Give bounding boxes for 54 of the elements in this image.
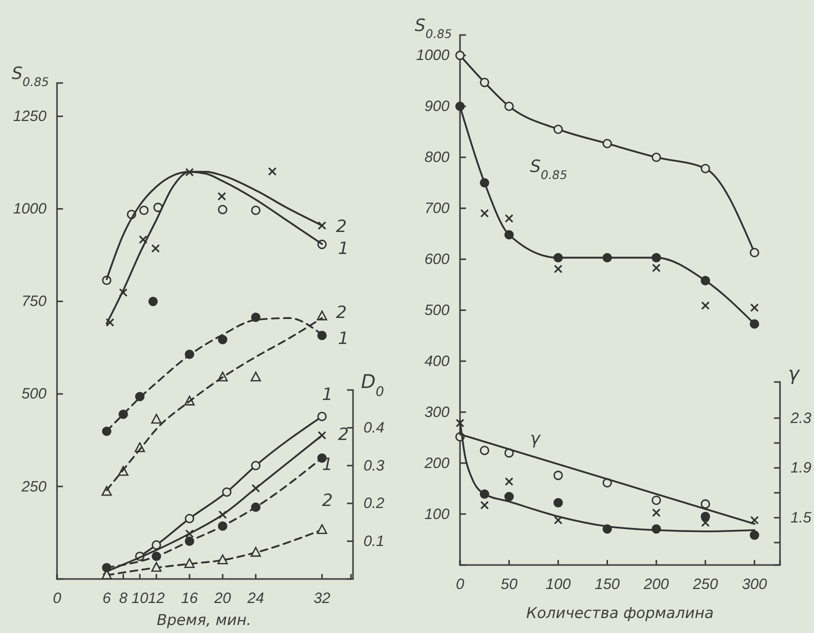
- y-tick-label: 500: [424, 302, 450, 319]
- annotation: 1: [338, 329, 349, 349]
- x-tick-label: 0: [52, 590, 62, 607]
- y-tick-label: 800: [424, 149, 450, 166]
- x-tick-label: 24: [246, 590, 264, 607]
- x-tick-label: 10: [131, 590, 149, 607]
- annotation: 1: [338, 239, 349, 259]
- y-tick-label: 1000: [13, 200, 48, 218]
- y-tick-label: 250: [20, 478, 48, 496]
- y-tick-label: 1250: [13, 108, 48, 126]
- y2-tick-label: 2.3: [790, 410, 812, 427]
- x-tick-label: 20: [213, 590, 232, 607]
- x-tick-label: 0: [456, 576, 465, 593]
- y2-tick-label: 1.5: [790, 509, 812, 526]
- y-tick-label: 100: [424, 506, 450, 523]
- x-tick-label: 250: [692, 576, 719, 593]
- y2-tick-label: 0.3: [364, 457, 386, 474]
- x-tick-label: 32: [314, 590, 332, 607]
- y2-axis-title: γ: [788, 363, 801, 385]
- y-tick-label: 400: [424, 352, 450, 370]
- y2-tick-label: 1.9: [790, 460, 812, 477]
- y2-tick-label: 0.4: [364, 420, 384, 437]
- y-tick-label: 750: [21, 293, 48, 310]
- x-axis-title: Время, мин.: [156, 611, 252, 629]
- y-tick-label: 900: [424, 98, 450, 116]
- x-tick-label: 100: [546, 576, 572, 593]
- y2-tick-label: 0.2: [364, 495, 386, 512]
- annotation: 2: [338, 425, 349, 445]
- x-tick-label: 200: [642, 576, 670, 593]
- x-tick-label: 16: [181, 590, 199, 607]
- x-tick-label: 6: [102, 590, 112, 607]
- y-tick-label: 1000: [416, 47, 450, 64]
- y-tick-label: 700: [424, 200, 450, 218]
- y-tick-label: 300: [424, 404, 450, 421]
- y-tick-label: 200: [423, 454, 450, 472]
- y-axis-title: S$_{0.85}$: [12, 64, 49, 89]
- y2-axis-title: D$_{0}$: [361, 371, 384, 400]
- x-tick-label: 8: [119, 590, 128, 607]
- annotation: 1: [322, 385, 333, 405]
- y2-tick-label: 0.1: [364, 533, 384, 550]
- annotation: S$_{0.85}$: [530, 157, 568, 182]
- x-tick-label: 150: [594, 576, 620, 593]
- y-axis-title: S$_{0.85}$: [414, 16, 452, 41]
- x-tick-label: 12: [148, 590, 166, 607]
- x-tick-label: 300: [742, 576, 768, 593]
- x-tick-label: 50: [500, 576, 518, 593]
- annotation: 1: [322, 455, 333, 475]
- annotation: 2: [336, 303, 347, 323]
- x-axis-title: Количества формалина: [526, 604, 714, 622]
- annotation: γ: [530, 429, 541, 449]
- annotation: 2: [322, 491, 333, 511]
- annotation: 2: [336, 217, 347, 237]
- y-tick-label: 500: [21, 386, 48, 403]
- y-tick-label: 600: [424, 251, 450, 268]
